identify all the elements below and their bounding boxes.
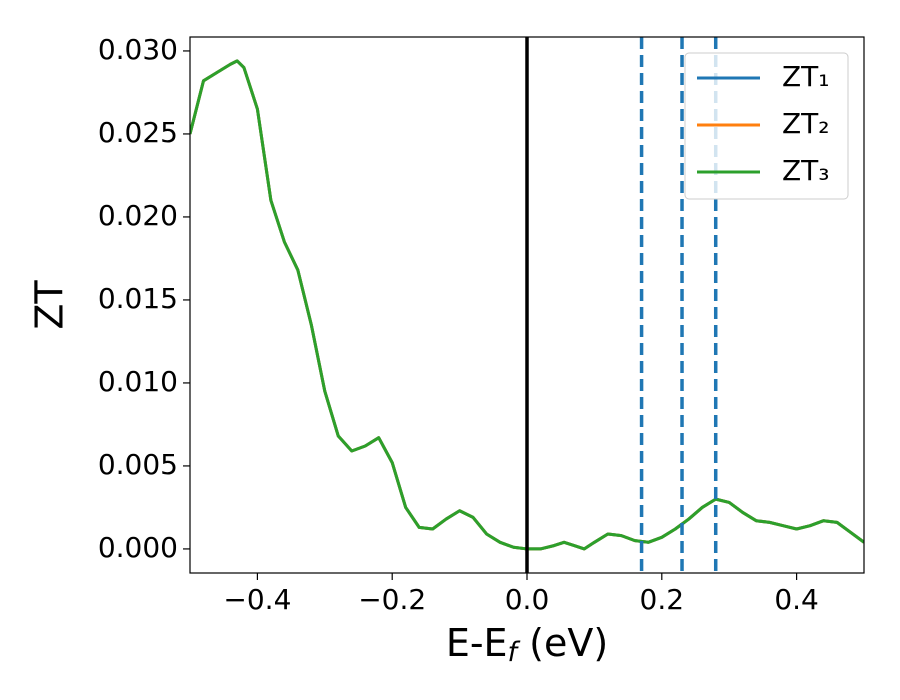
x-tick-label: 0.2: [640, 583, 685, 616]
legend-label: ZT₁: [782, 60, 830, 93]
y-tick-label: 0.020: [98, 199, 178, 232]
x-tick-label: −0.4: [223, 583, 291, 616]
x-axis-label: E-Ef (eV): [446, 621, 608, 668]
x-label-main: E-E: [446, 621, 508, 665]
x-label-rest: (eV): [517, 621, 608, 665]
y-tick-label: 0.025: [98, 116, 178, 149]
y-tick-label: 0.010: [98, 365, 178, 398]
y-tick-label: 0.005: [98, 448, 178, 481]
x-tick-label: −0.2: [358, 583, 426, 616]
y-tick-label: 0.000: [98, 531, 178, 564]
x-tick-label: 0.4: [774, 583, 819, 616]
y-tick-label: 0.015: [98, 282, 178, 315]
plot-frame: [189, 36, 865, 574]
x-tick-label: 0.0: [505, 583, 550, 616]
y-tick-label: 0.030: [98, 33, 178, 66]
legend-label: ZT₃: [782, 154, 830, 187]
legend-box: [684, 52, 849, 200]
legend-label: ZT₂: [782, 107, 830, 140]
y-axis-label: ZT: [28, 280, 72, 330]
